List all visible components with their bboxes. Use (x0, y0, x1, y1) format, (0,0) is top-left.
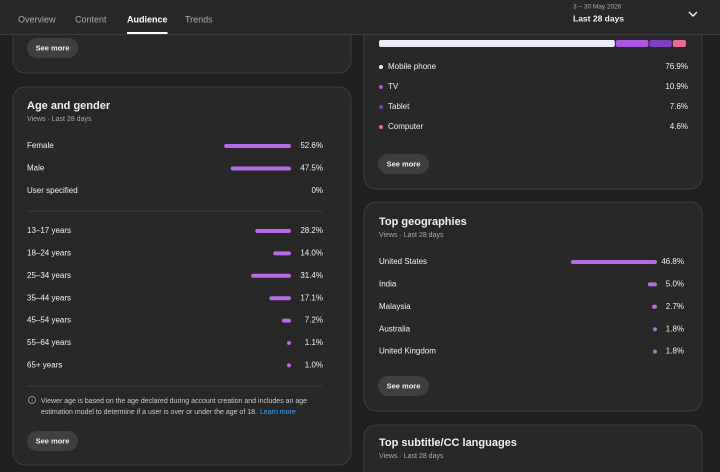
legend-dot (379, 125, 383, 129)
legend-value: 7.6% (670, 102, 688, 111)
device-segment (672, 40, 686, 47)
row-label: Malaysia (379, 302, 411, 311)
row-value: 17.1% (300, 293, 323, 302)
bar (273, 251, 291, 256)
device-segment (649, 40, 672, 47)
legend-label: Mobile phone (388, 62, 437, 71)
legend-dot (379, 105, 383, 109)
row-label: User specified (27, 186, 78, 195)
bar (653, 327, 657, 332)
tab[interactable]: Trends (185, 14, 213, 24)
row-label: 55–64 years (27, 338, 71, 347)
see-more-button[interactable] (27, 431, 78, 451)
device-segment (379, 40, 615, 47)
card-title: Age and gender (27, 100, 111, 112)
geographies-card (363, 201, 703, 412)
date-range: 3 – 30 May 2026 (573, 4, 622, 11)
row-label: United Kingdom (379, 347, 436, 356)
row-value: 0% (311, 186, 323, 195)
card-subtitle: Views · Last 28 days (379, 453, 444, 460)
row-label: Australia (379, 324, 411, 333)
bar (224, 144, 291, 148)
row-value: 1.8% (666, 347, 684, 356)
card-subtitle: Views · Last 28 days (27, 116, 92, 123)
row-label: Female (27, 141, 54, 150)
legend-label: Computer (388, 122, 423, 131)
row-label: 25–34 years (27, 271, 71, 280)
tab[interactable]: Overview (18, 14, 56, 24)
subtitles-card (363, 424, 703, 472)
tab[interactable]: Audience (127, 14, 168, 24)
row-value: 1.0% (305, 361, 323, 370)
see-more-label[interactable]: See more (387, 381, 421, 390)
row-value: 46.8% (661, 257, 684, 266)
row-value: 5.0% (666, 280, 684, 289)
row-label: 13–17 years (27, 226, 71, 235)
legend-value: 4.6% (670, 122, 688, 131)
row-value: 28.2% (300, 226, 323, 235)
see-more-button[interactable] (378, 154, 429, 174)
card-title: Top subtitle/CC languages (379, 437, 517, 449)
devices-card (363, 0, 703, 190)
row-label: United States (379, 257, 427, 266)
row-value: 47.5% (300, 164, 323, 173)
row-label: 65+ years (27, 361, 62, 370)
legend-label: TV (388, 82, 399, 91)
row-value: 1.8% (666, 324, 684, 333)
info-icon-glyph: i (31, 398, 32, 404)
bar (281, 318, 291, 323)
info-icon (28, 396, 36, 404)
row-label: India (379, 280, 397, 289)
bar (570, 260, 657, 264)
tab-underline (127, 32, 168, 34)
tab[interactable]: Content (75, 14, 107, 24)
bar (269, 296, 291, 301)
bar (287, 363, 291, 368)
bar (255, 229, 291, 233)
row-value: 31.4% (300, 271, 323, 280)
legend-label: Tablet (388, 102, 410, 111)
bar (652, 304, 657, 309)
bar (287, 341, 291, 345)
bar (647, 282, 657, 287)
row-value: 1.1% (305, 338, 323, 347)
device-segment (615, 40, 649, 47)
row-value: 2.7% (666, 302, 684, 311)
row-label: Male (27, 164, 45, 173)
see-more-label[interactable]: See more (36, 436, 70, 445)
card-title: Top geographies (379, 216, 467, 228)
dropdown-chevron[interactable] (688, 11, 698, 17)
legend-value: 76.9% (665, 62, 688, 71)
see-more-label[interactable]: See more (36, 43, 70, 52)
see-more-button[interactable] (27, 38, 78, 58)
row-label: 35–44 years (27, 293, 71, 302)
header (0, 0, 720, 34)
legend-dot (379, 65, 383, 69)
row-value: 14.0% (300, 249, 323, 258)
see-more-button[interactable] (378, 376, 429, 396)
row-value: 52.6% (300, 141, 323, 150)
date-range-label[interactable]: Last 28 days (573, 13, 624, 23)
bar (653, 349, 657, 354)
note-line: estimation model to determine if a user … (41, 409, 257, 416)
card-subtitle: Views · Last 28 days (379, 232, 444, 239)
learn-more-link[interactable]: Learn more (260, 409, 296, 416)
bar (230, 166, 291, 171)
see-more-label[interactable]: See more (387, 159, 421, 168)
bar (251, 273, 291, 278)
row-label: 45–54 years (27, 316, 71, 325)
note-line: Viewer age is based on the age declared … (41, 398, 307, 405)
legend-value: 10.9% (665, 82, 688, 91)
row-value: 7.2% (305, 316, 323, 325)
legend-dot (379, 85, 383, 89)
row-label: 18–24 years (27, 249, 71, 258)
age-gender-card (12, 86, 352, 466)
